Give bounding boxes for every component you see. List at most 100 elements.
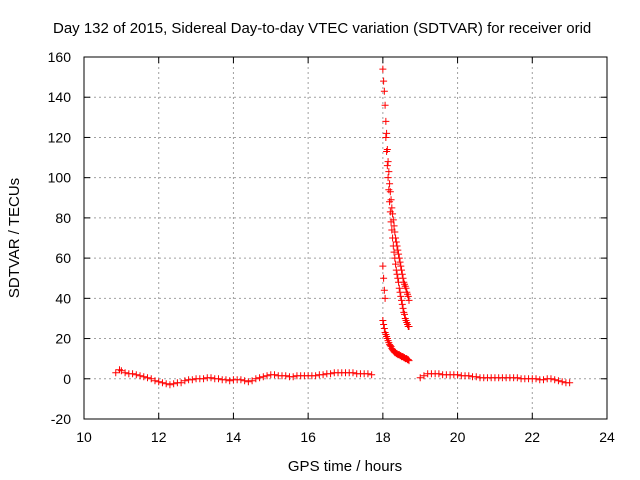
series-points [416, 370, 574, 387]
data-point [389, 234, 397, 242]
y-tick-label: 60 [55, 250, 71, 266]
data-point [166, 381, 174, 389]
data-point [115, 366, 123, 374]
data-point [394, 246, 402, 254]
data-point [385, 186, 393, 194]
y-tick-label: 160 [48, 49, 72, 65]
data-point [395, 284, 403, 292]
data-point [140, 373, 148, 381]
data-point [327, 370, 335, 378]
data-point [312, 372, 320, 380]
data-point [271, 371, 279, 379]
data-point [155, 378, 163, 386]
data-point [454, 371, 462, 379]
data-point [388, 204, 396, 212]
data-point [416, 374, 424, 382]
data-point [282, 372, 290, 380]
data-point [136, 372, 144, 380]
data-point [241, 377, 249, 385]
data-point [397, 292, 405, 300]
data-point [395, 278, 403, 286]
data-point [380, 325, 388, 332]
data-point [386, 208, 394, 216]
data-point [385, 168, 393, 176]
axis-ticks [83, 56, 608, 420]
data-point [368, 371, 376, 379]
data-point [380, 87, 388, 95]
data-point [289, 373, 297, 381]
x-tick-labels: 10 12 14 16 18 20 22 24 [76, 429, 615, 445]
chart-title: Day 132 of 2015, Sidereal Day-to-day VTE… [53, 20, 591, 37]
data-point [386, 342, 394, 350]
data-point [389, 242, 397, 250]
data-point [380, 320, 388, 328]
data-point [390, 248, 398, 256]
data-point [117, 367, 125, 375]
data-point [405, 296, 413, 304]
data-point [188, 376, 196, 384]
data-point [244, 378, 252, 386]
data-point [472, 373, 480, 381]
data-point [405, 322, 413, 330]
grid [84, 57, 607, 419]
data-point [112, 369, 120, 377]
data-point [397, 262, 405, 270]
series-points [379, 316, 413, 365]
data-point [386, 198, 394, 206]
data-point [401, 310, 409, 318]
data-point [465, 372, 473, 380]
data-point [392, 266, 400, 274]
data-point [252, 375, 260, 383]
data-point [177, 379, 185, 387]
data-point [539, 376, 547, 384]
data-point [226, 377, 234, 385]
data-point [381, 101, 389, 109]
data-point [386, 180, 394, 188]
data-point [388, 226, 396, 234]
y-tick-labels: -20 0 20 40 60 80 100 120 140 160 [48, 49, 72, 427]
data-point [170, 380, 178, 388]
data-point [395, 250, 403, 258]
data-point [200, 375, 208, 383]
series-points [112, 366, 376, 389]
data-point [554, 377, 562, 385]
data-point [398, 296, 406, 304]
data-point [214, 375, 222, 383]
data-point [132, 371, 140, 379]
y-tick-label: 0 [63, 371, 71, 387]
data-point [390, 222, 398, 230]
data-point [420, 372, 428, 380]
data-point [147, 375, 155, 383]
data-point [404, 356, 412, 364]
x-tick-label: 24 [599, 429, 615, 445]
data-point [129, 370, 137, 378]
data-point [263, 372, 271, 380]
data-point [398, 300, 406, 308]
data-point [151, 377, 159, 385]
data-point [222, 376, 230, 384]
y-tick-label: 40 [55, 290, 71, 306]
data-point [551, 376, 559, 384]
y-tick-label: 100 [48, 170, 72, 186]
x-tick-label: 20 [450, 429, 466, 445]
data-point [402, 284, 410, 292]
data-point [382, 133, 390, 141]
data-point [381, 294, 389, 302]
data-point [349, 369, 357, 377]
data-point [383, 148, 391, 156]
data-point [380, 286, 388, 294]
data-point [207, 374, 215, 382]
data-point [384, 158, 392, 166]
data-point [435, 370, 443, 378]
data-point [404, 292, 412, 300]
data-point [259, 373, 267, 381]
data-point [399, 304, 407, 312]
x-tick-label: 18 [375, 429, 391, 445]
data-point [379, 65, 387, 73]
plot-frame [83, 56, 608, 420]
data-point [144, 374, 152, 382]
data-point [380, 77, 388, 85]
data-point [382, 117, 390, 125]
data-point [384, 174, 392, 182]
